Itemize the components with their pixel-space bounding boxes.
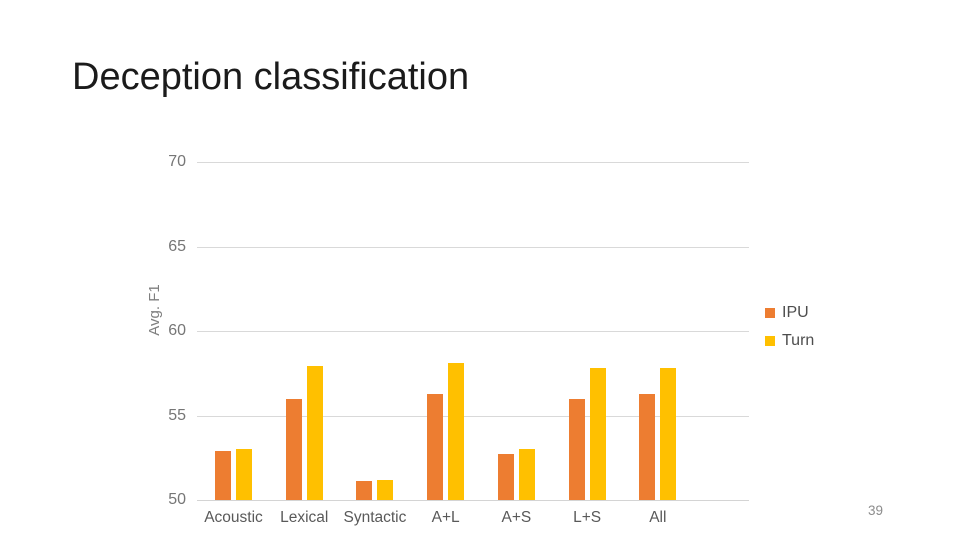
gridline-70 — [197, 162, 749, 163]
bar-ipu-lexical — [285, 398, 302, 500]
bar-turn-acoustic — [236, 449, 252, 500]
gridline-65 — [197, 246, 749, 248]
gridline-60 — [197, 331, 749, 332]
y-tick-label-60: 60 — [168, 322, 186, 339]
bar-ipu-a-l — [427, 393, 444, 500]
bar-turn-syntactic — [377, 479, 394, 500]
bar-ipu-acoustic — [215, 450, 231, 500]
y-axis-title: Avg. F1 — [146, 284, 163, 336]
y-tick-label-55: 55 — [168, 406, 186, 424]
y-tick-label-65: 65 — [168, 237, 186, 255]
chart-legend: IPU Turn — [765, 303, 814, 359]
ipu-series-swatch-icon — [765, 308, 775, 318]
x-category-label-syntactic: Syntactic — [343, 509, 407, 526]
x-category-label-acoustic: Acoustic — [204, 509, 263, 526]
bar-turn-all — [660, 368, 677, 500]
slide-title: Deception classification — [72, 56, 470, 98]
legend-label-turn: Turn — [782, 332, 815, 349]
bar-ipu-l-s — [568, 398, 585, 500]
bar-turn-a-s — [518, 449, 535, 500]
x-category-label-a-l: A+L — [431, 509, 460, 526]
turn-series-swatch-icon — [765, 336, 775, 346]
x-category-label-l-s: L+S — [573, 509, 602, 526]
x-category-label-lexical: Lexical — [280, 509, 329, 526]
bar-turn-l-s — [589, 368, 606, 500]
bar-ipu-syntactic — [356, 481, 373, 500]
y-tick-label-50: 50 — [168, 491, 186, 508]
page-number: 39 — [868, 503, 884, 518]
legend-item-ipu: IPU — [765, 303, 814, 323]
bar-ipu-a-s — [497, 454, 514, 500]
bar-turn-lexical — [306, 366, 323, 500]
x-axis-line — [197, 500, 749, 501]
bar-ipu-all — [639, 393, 656, 500]
y-tick-label-70: 70 — [168, 153, 186, 170]
bar-turn-a-l — [448, 363, 465, 500]
gridline-55 — [197, 415, 749, 417]
x-category-label-all: All — [649, 509, 667, 526]
legend-label-ipu: IPU — [782, 304, 809, 321]
x-category-label-a-s: A+S — [501, 509, 532, 526]
legend-item-turn: Turn — [765, 331, 814, 351]
